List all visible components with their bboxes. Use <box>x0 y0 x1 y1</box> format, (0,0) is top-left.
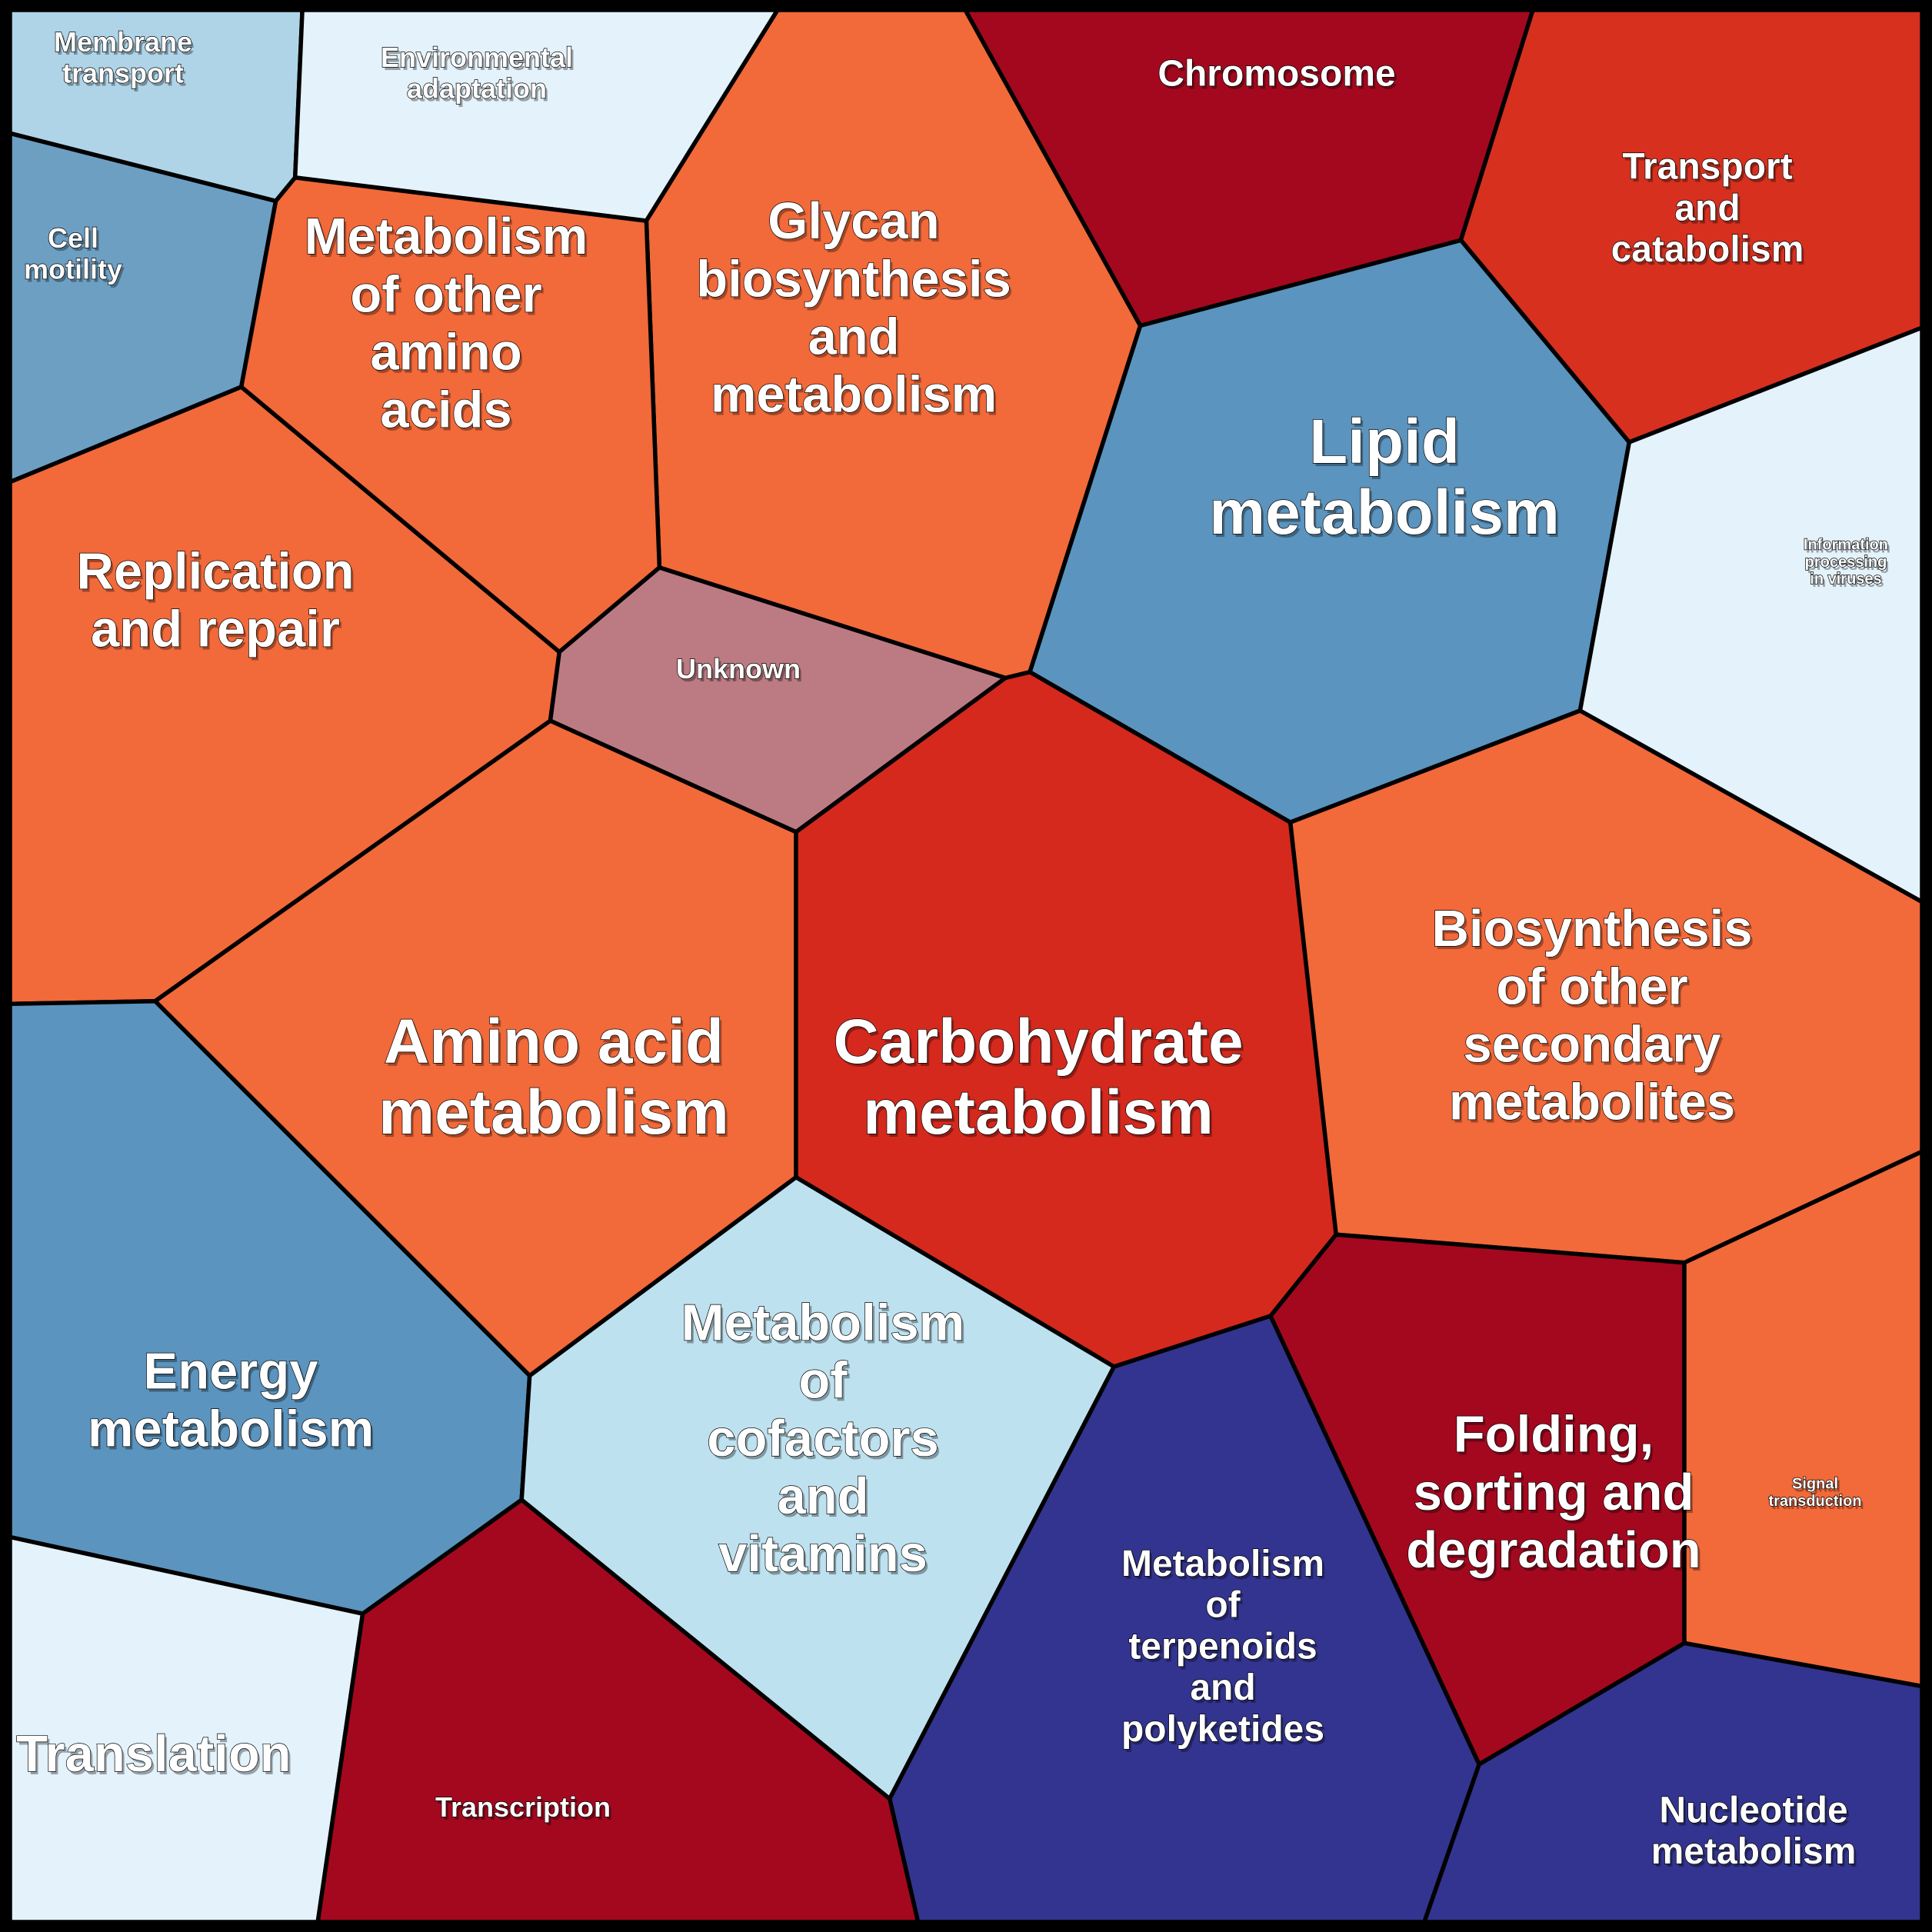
svg-text:Translation: Translation <box>16 1725 291 1783</box>
svg-text:Transcription: Transcription <box>435 1791 611 1823</box>
svg-text:Chromosome: Chromosome <box>1158 53 1395 94</box>
svg-text:Unknown: Unknown <box>676 653 801 685</box>
